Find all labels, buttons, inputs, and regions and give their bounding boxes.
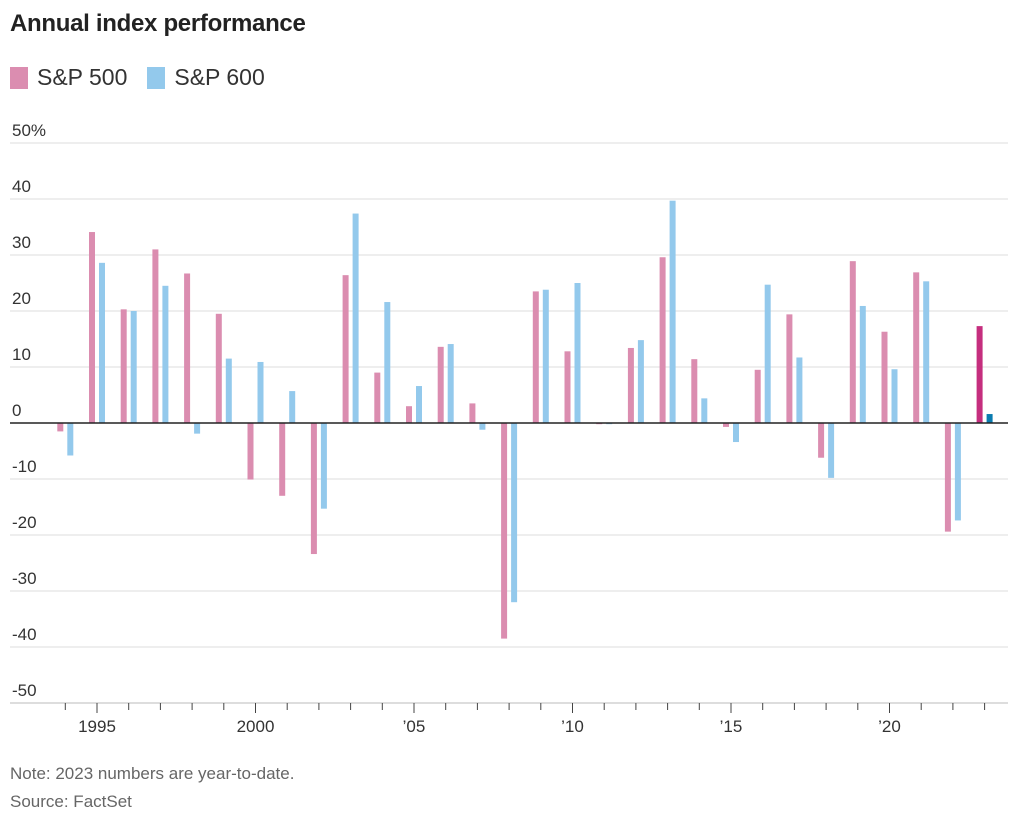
x-tick-label: ’20 xyxy=(878,717,901,736)
bar-sp600-2009 xyxy=(542,289,549,423)
bar-sp600-2005 xyxy=(416,386,422,423)
bar-sp500-2003 xyxy=(342,275,349,423)
legend-swatch-sp600 xyxy=(147,66,166,89)
bar-sp600-2012 xyxy=(637,340,644,423)
bar-sp500-2002 xyxy=(310,423,317,555)
bar-sp500-2015 xyxy=(723,423,729,427)
bar-sp500-1998 xyxy=(184,273,191,423)
y-tick-label: 20 xyxy=(12,289,31,308)
bar-sp500-2019 xyxy=(849,261,856,423)
bar-sp500-2020 xyxy=(881,331,888,423)
bar-sp600-2008 xyxy=(511,423,518,603)
bar-sp500-2012 xyxy=(627,347,634,423)
bar-sp600-1998 xyxy=(194,423,201,434)
bar-sp600-2020 xyxy=(891,369,898,423)
bar-sp500-2022 xyxy=(944,423,951,532)
bar-sp500-1994 xyxy=(57,423,64,432)
bar-sp500-2004 xyxy=(374,372,381,423)
bar-sp600-2004 xyxy=(384,302,391,423)
bar-sp600-1996 xyxy=(130,311,137,423)
legend-item-sp500: S&P 500 xyxy=(10,64,127,91)
x-tick-label: 2000 xyxy=(237,717,275,736)
y-tick-label: -50 xyxy=(12,681,37,700)
y-tick-label: -20 xyxy=(12,513,37,532)
bar-sp500-2021 xyxy=(913,272,920,423)
bar-sp600-2018 xyxy=(828,423,835,478)
bar-sp600-2002 xyxy=(320,423,327,509)
bar-sp500-2016 xyxy=(754,369,761,423)
y-tick-label: 40 xyxy=(12,177,31,196)
bar-sp600-2015 xyxy=(733,423,739,443)
legend-label-sp600: S&P 600 xyxy=(174,64,265,90)
bar-sp600-2003 xyxy=(352,213,359,423)
legend: S&P 500 S&P 600 xyxy=(10,64,285,91)
bar-sp500-2000 xyxy=(247,423,254,480)
bar-sp500-2001 xyxy=(279,423,286,496)
bar-sp500-2014 xyxy=(691,359,698,423)
y-tick-label: 50% xyxy=(12,121,46,140)
chart-title: Annual index performance xyxy=(10,10,306,37)
bar-sp500-1996 xyxy=(120,309,127,423)
bar-sp600-2007 xyxy=(479,423,486,430)
bar-sp600-1995 xyxy=(99,262,105,423)
y-tick-label: -10 xyxy=(12,457,37,476)
bar-sp500-1999 xyxy=(215,313,222,423)
bar-sp500-2006 xyxy=(437,346,444,423)
bar-sp600-1994 xyxy=(67,423,74,456)
bar-sp600-2016 xyxy=(764,284,771,423)
bar-sp500-1997 xyxy=(152,249,159,423)
bar-sp600-2019 xyxy=(859,305,866,423)
chart-source: Source: FactSet xyxy=(10,792,132,811)
legend-swatch-sp500 xyxy=(10,66,28,89)
x-tick-label: ’15 xyxy=(720,717,743,736)
bar-sp600-2023 xyxy=(986,414,993,423)
bar-sp500-2017 xyxy=(786,314,793,423)
bar-sp600-1997 xyxy=(162,285,169,423)
bar-sp600-2006 xyxy=(447,344,454,423)
bar-sp600-2022 xyxy=(954,423,961,521)
chart-note: Note: 2023 numbers are year-to-date. xyxy=(10,764,295,783)
bar-sp600-2000 xyxy=(257,361,264,423)
bar-sp500-2023 xyxy=(976,326,983,423)
bar-sp500-2018 xyxy=(818,423,825,458)
y-tick-label: 30 xyxy=(12,233,31,252)
legend-label-sp500: S&P 500 xyxy=(37,64,128,90)
y-tick-label: -30 xyxy=(12,569,37,588)
bar-sp500-2005 xyxy=(406,406,412,423)
x-tick-label: ’05 xyxy=(403,717,426,736)
bar-sp500-2007 xyxy=(469,403,476,423)
y-tick-label: -40 xyxy=(12,625,37,644)
bar-sp600-2001 xyxy=(289,391,296,423)
x-tick-label: ’10 xyxy=(561,717,584,736)
bar-sp600-2017 xyxy=(796,357,803,423)
bar-sp500-2010 xyxy=(564,351,571,423)
x-tick-label: 1995 xyxy=(78,717,116,736)
bar-sp600-2010 xyxy=(574,283,581,423)
bar-sp600-2021 xyxy=(923,281,930,423)
bar-sp500-2009 xyxy=(532,291,539,423)
bar-sp500-1995 xyxy=(89,232,95,423)
bar-sp600-2014 xyxy=(701,398,708,423)
bar-sp600-2013 xyxy=(669,200,676,423)
y-tick-label: 0 xyxy=(12,401,21,420)
y-tick-label: 10 xyxy=(12,345,31,364)
bar-sp500-2013 xyxy=(659,257,666,423)
legend-item-sp600: S&P 600 xyxy=(147,64,265,91)
bar-sp600-1999 xyxy=(225,358,232,423)
bar-sp500-2008 xyxy=(501,423,508,639)
